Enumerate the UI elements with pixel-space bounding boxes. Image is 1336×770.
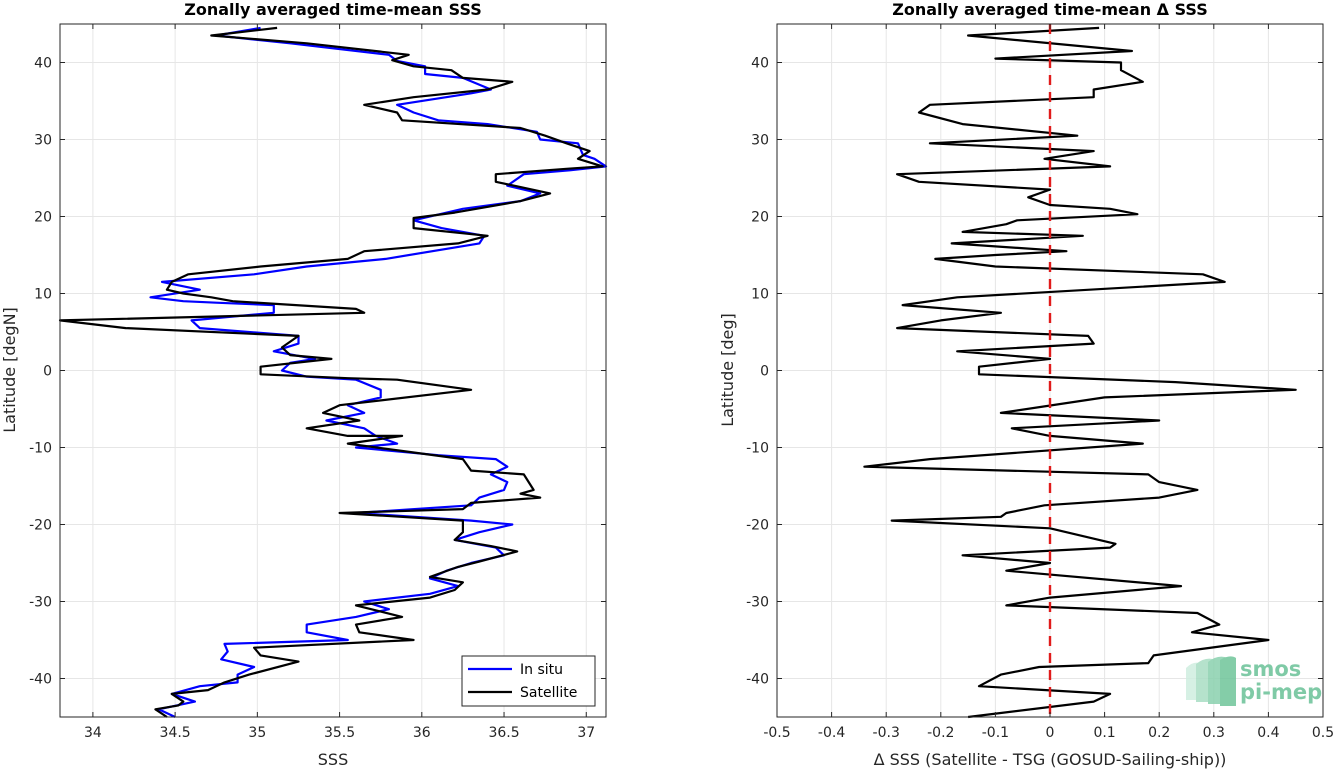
- x-axis-label: Δ SSS (Satellite - TSG (GOSUD-Sailing-sh…: [874, 750, 1227, 769]
- x-tick-label: 0.5: [1312, 725, 1334, 741]
- x-tick-label: 37: [577, 725, 595, 741]
- logo-text-smos: smos: [1240, 657, 1301, 681]
- x-tick-label: 0.2: [1148, 725, 1170, 741]
- x-tick-label: 35: [248, 725, 266, 741]
- logo-wave-icon: [1186, 656, 1236, 706]
- grid-lines: [60, 24, 606, 717]
- x-tick-label: -0.2: [927, 725, 954, 741]
- y-tick-labels: -40 -30 -20 -10 0 10 20 30 40: [746, 56, 769, 688]
- x-tick-label: -0.5: [763, 725, 790, 741]
- series-line-in-situ: [149, 26, 608, 718]
- series-line-satellite: [58, 26, 604, 718]
- y-tick-label: 10: [751, 287, 769, 303]
- y-tick-label: -40: [29, 672, 52, 688]
- legend-box: [461, 655, 596, 707]
- data-lines: [863, 26, 1297, 719]
- y-tick-label: 0: [760, 364, 769, 380]
- y-tick-label: 30: [34, 133, 52, 149]
- legend-label-insitu: In situ: [520, 662, 563, 678]
- y-tick-label: -10: [29, 441, 52, 457]
- sss-panel: 34 34.5 35 35.5 36 36.5 37 -40 -30 -20 -10 0 10 20 30…: [0, 0, 608, 769]
- x-tick-label: 0.3: [1203, 725, 1225, 741]
- x-tick-label: 36.5: [488, 725, 519, 741]
- data-lines: [58, 26, 608, 718]
- y-tick-label: 30: [751, 133, 769, 149]
- tick-marks: [776, 24, 1324, 717]
- x-tick-label: 34: [84, 725, 102, 741]
- x-tick-label: 36: [413, 725, 431, 741]
- chart-title: Zonally averaged time-mean Δ SSS: [892, 0, 1208, 19]
- y-axis-label: Latitude [deg]: [718, 313, 737, 427]
- x-tick-label: -0.1: [982, 725, 1009, 741]
- x-tick-label: 34.5: [160, 725, 191, 741]
- x-tick-labels: -0.5 -0.4 -0.3 -0.2 -0.1 0 0.1 0.2 0.3 0.4 0.5: [763, 725, 1334, 741]
- x-tick-label: 0: [1046, 725, 1055, 741]
- y-tick-label: -30: [746, 595, 769, 611]
- y-tick-label: 0: [43, 364, 52, 380]
- x-tick-label: 0.4: [1257, 725, 1279, 741]
- smos-pi-mep-logo: smos pi-mep: [1186, 656, 1322, 706]
- y-tick-label: 40: [751, 56, 769, 72]
- x-tick-labels: 34 34.5 35 35.5 36 36.5 37: [84, 725, 595, 741]
- y-tick-labels: -40 -30 -20 -10 0 10 20 30 40: [29, 56, 52, 688]
- series-line-delta-sss: [863, 26, 1297, 719]
- y-tick-label: 10: [34, 287, 52, 303]
- y-tick-label: -40: [746, 672, 769, 688]
- x-tick-label: 0.1: [1093, 725, 1115, 741]
- x-tick-label: 35.5: [324, 725, 355, 741]
- y-tick-label: 20: [751, 210, 769, 226]
- y-tick-label: -20: [746, 518, 769, 534]
- y-tick-label: 40: [34, 56, 52, 72]
- y-axis-label: Latitude [degN]: [0, 307, 19, 433]
- delta-sss-panel: -0.5 -0.4 -0.3 -0.2 -0.1 0 0.1 0.2 0.3 0.4 0.5 -40…: [718, 0, 1334, 769]
- tick-marks: [60, 24, 606, 717]
- legend-label-satellite: Satellite: [520, 685, 577, 701]
- chart-title: Zonally averaged time-mean SSS: [184, 0, 482, 19]
- y-tick-label: -10: [746, 441, 769, 457]
- logo-text-pimep: pi-mep: [1240, 680, 1322, 704]
- x-tick-label: -0.3: [873, 725, 900, 741]
- x-tick-label: -0.4: [818, 725, 845, 741]
- y-tick-label: 20: [34, 210, 52, 226]
- y-tick-label: -30: [29, 595, 52, 611]
- legend: In situ Satellite: [461, 655, 596, 707]
- x-axis-label: SSS: [318, 750, 348, 769]
- y-tick-label: -20: [29, 518, 52, 534]
